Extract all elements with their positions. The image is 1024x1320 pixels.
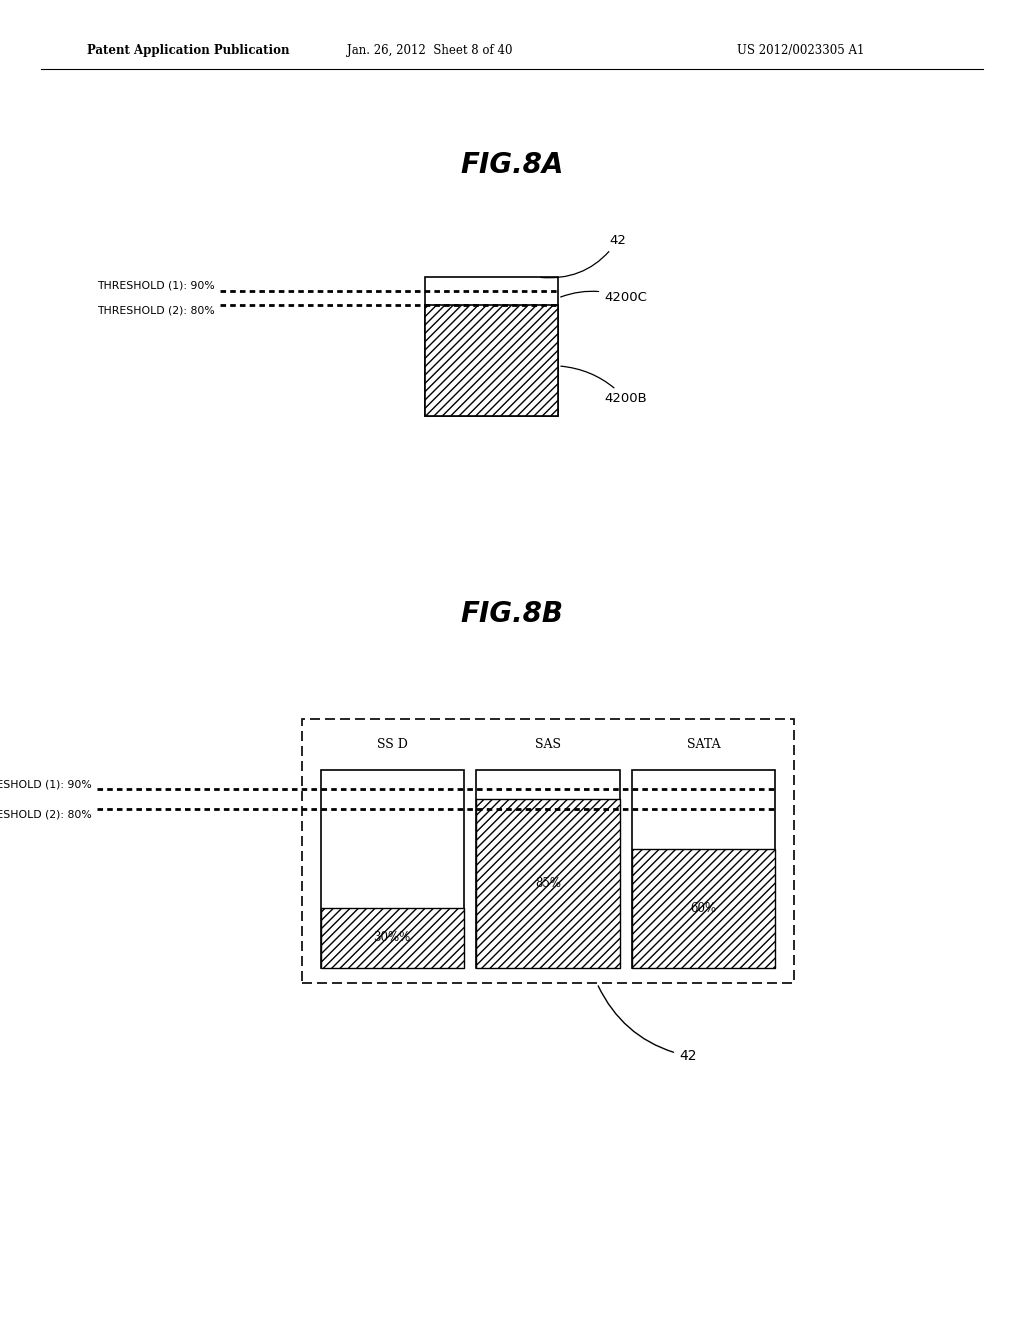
- Bar: [476, 770, 620, 968]
- Text: 30%%: 30%%: [374, 932, 411, 944]
- Bar: [425, 277, 558, 416]
- Bar: [425, 305, 558, 416]
- Text: THRESHOLD (2): 80%: THRESHOLD (2): 80%: [0, 809, 92, 820]
- Bar: [632, 849, 775, 968]
- Text: 4200C: 4200C: [561, 292, 647, 305]
- Text: SAS: SAS: [535, 738, 561, 751]
- Text: 42: 42: [598, 986, 696, 1063]
- Text: US 2012/0023305 A1: US 2012/0023305 A1: [737, 44, 864, 57]
- Bar: [476, 799, 620, 968]
- Bar: [302, 719, 794, 983]
- Bar: [632, 770, 775, 968]
- Text: 60%: 60%: [690, 902, 717, 915]
- Text: Patent Application Publication: Patent Application Publication: [87, 44, 290, 57]
- Bar: [321, 908, 464, 968]
- Text: THRESHOLD (1): 90%: THRESHOLD (1): 90%: [97, 281, 215, 290]
- Bar: [632, 849, 775, 968]
- Text: 42: 42: [541, 234, 626, 277]
- Bar: [321, 908, 464, 968]
- Text: THRESHOLD (2): 80%: THRESHOLD (2): 80%: [97, 305, 215, 315]
- Text: 85%: 85%: [535, 876, 561, 890]
- Text: THRESHOLD (1): 90%: THRESHOLD (1): 90%: [0, 779, 92, 789]
- Text: SATA: SATA: [687, 738, 720, 751]
- Bar: [425, 305, 558, 416]
- Bar: [321, 770, 464, 968]
- Text: SS D: SS D: [377, 738, 408, 751]
- Text: 4200B: 4200B: [561, 366, 647, 405]
- Bar: [476, 799, 620, 968]
- Text: FIG.8A: FIG.8A: [461, 150, 563, 180]
- Text: FIG.8B: FIG.8B: [461, 599, 563, 628]
- Text: Jan. 26, 2012  Sheet 8 of 40: Jan. 26, 2012 Sheet 8 of 40: [347, 44, 513, 57]
